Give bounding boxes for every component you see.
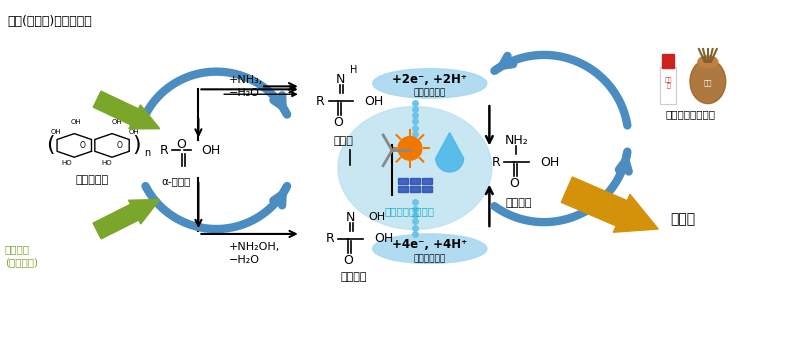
Text: 木質(非可食)バイオマス: 木質(非可食)バイオマス	[8, 15, 93, 28]
Bar	[398, 178, 408, 184]
Text: 水熱分解
(化学過程): 水熱分解 (化学過程)	[5, 244, 38, 267]
Ellipse shape	[373, 69, 487, 98]
Polygon shape	[93, 204, 138, 239]
Text: OH: OH	[202, 144, 221, 157]
Text: O: O	[117, 141, 123, 150]
Text: うま
味: うま 味	[664, 78, 672, 89]
Ellipse shape	[373, 234, 487, 264]
Bar	[398, 186, 408, 192]
Polygon shape	[614, 194, 658, 232]
Text: ): )	[133, 135, 141, 155]
Text: α-ケト酸: α-ケト酸	[162, 176, 191, 186]
Polygon shape	[436, 133, 463, 172]
Text: OH: OH	[71, 119, 82, 125]
Text: HO: HO	[61, 160, 72, 166]
Text: N: N	[336, 73, 345, 86]
Text: 電気化学還元: 電気化学還元	[414, 254, 446, 263]
Text: O: O	[79, 141, 85, 150]
Bar	[410, 186, 420, 192]
Text: N: N	[346, 211, 355, 224]
Text: +NH₃,: +NH₃,	[229, 74, 263, 85]
Text: OH: OH	[112, 119, 122, 125]
Text: OH: OH	[540, 156, 559, 169]
Bar	[410, 178, 420, 184]
Text: R: R	[492, 156, 501, 169]
Text: O: O	[343, 254, 354, 267]
Bar	[422, 186, 432, 192]
Text: O: O	[510, 177, 519, 190]
Text: オキシム: オキシム	[340, 272, 366, 282]
Text: H: H	[350, 65, 357, 75]
Text: イミン: イミン	[334, 136, 354, 146]
Text: 電気化学還元: 電気化学還元	[414, 89, 446, 98]
Text: OH: OH	[364, 95, 383, 108]
Text: R: R	[326, 232, 335, 245]
Text: 再生可能電力、水: 再生可能電力、水	[385, 206, 435, 216]
Ellipse shape	[690, 59, 726, 104]
Text: −H₂O: −H₂O	[229, 255, 260, 265]
Bar	[662, 54, 674, 68]
Text: −H₂O: −H₂O	[229, 88, 260, 98]
Text: OH: OH	[368, 212, 386, 222]
Text: O: O	[177, 138, 186, 151]
Polygon shape	[129, 105, 160, 129]
Text: NH₂: NH₂	[504, 134, 528, 147]
Text: R: R	[159, 144, 168, 157]
Text: 食品、飼料添加物: 食品、飼料添加物	[666, 109, 716, 119]
Text: アミノ酸: アミノ酸	[506, 198, 533, 207]
Text: n: n	[144, 148, 150, 158]
Ellipse shape	[698, 56, 718, 68]
Bar	[660, 67, 676, 104]
Text: +NH₂OH,: +NH₂OH,	[229, 242, 281, 252]
Text: +2e⁻, +2H⁺: +2e⁻, +2H⁺	[392, 73, 467, 86]
Text: OH: OH	[51, 129, 62, 135]
Polygon shape	[129, 200, 160, 224]
Ellipse shape	[338, 106, 492, 230]
Polygon shape	[94, 91, 138, 125]
Text: OH: OH	[129, 129, 139, 135]
Text: 飼料: 飼料	[703, 79, 712, 86]
Text: O: O	[334, 116, 343, 129]
Text: OH: OH	[374, 232, 394, 245]
Bar	[422, 178, 432, 184]
Text: セルロース: セルロース	[75, 175, 109, 185]
Text: R: R	[316, 95, 325, 108]
Circle shape	[398, 137, 422, 160]
Text: (: (	[46, 135, 54, 155]
Text: +4e⁻, +4H⁺: +4e⁻, +4H⁺	[392, 238, 467, 251]
Polygon shape	[562, 177, 627, 226]
Text: 医薬品: 医薬品	[670, 212, 695, 226]
Text: HO: HO	[102, 160, 112, 166]
